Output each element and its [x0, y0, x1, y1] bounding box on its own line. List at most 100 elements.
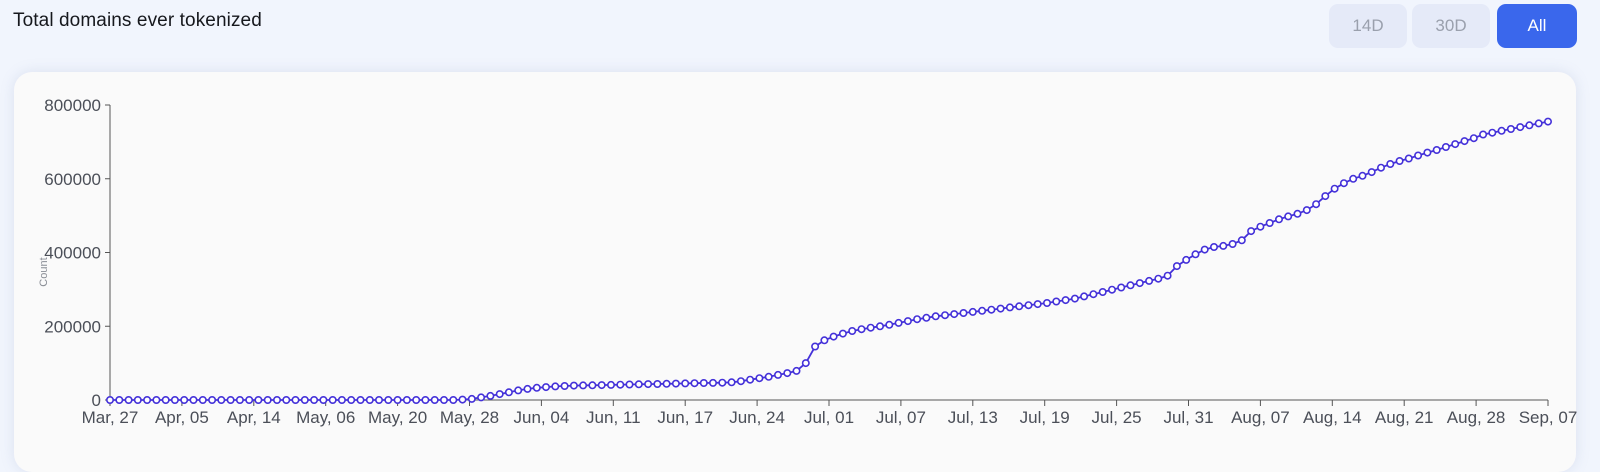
data-point [217, 395, 226, 404]
data-point [458, 395, 467, 404]
x-tick-label: May, 28 [440, 408, 499, 427]
data-point [449, 395, 458, 404]
data-point [811, 342, 820, 351]
x-tick-label: Jul, 25 [1092, 408, 1142, 427]
data-point [1293, 209, 1302, 218]
data-point [1256, 222, 1265, 231]
data-point [1191, 250, 1200, 259]
data-point [1451, 140, 1460, 149]
data-point [903, 317, 912, 326]
data-point [1339, 179, 1348, 188]
data-point [894, 318, 903, 327]
data-point [681, 379, 690, 388]
data-point [1117, 283, 1126, 292]
y-tick-label: 800000 [44, 96, 101, 115]
data-point [1200, 245, 1209, 254]
x-tick-label: May, 06 [296, 408, 355, 427]
data-point [560, 381, 569, 390]
data-point [625, 380, 634, 389]
data-point [1089, 290, 1098, 299]
data-point [356, 395, 365, 404]
data-point [291, 395, 300, 404]
data-point [746, 375, 755, 384]
data-point [421, 395, 430, 404]
data-point [1367, 168, 1376, 177]
data-point [1488, 128, 1497, 137]
data-point [486, 391, 495, 400]
data-point [1330, 184, 1339, 193]
data-point [801, 359, 810, 368]
data-point [1033, 300, 1042, 309]
data-point [671, 379, 680, 388]
data-point [226, 395, 235, 404]
data-point [1228, 240, 1237, 249]
data-point [885, 320, 894, 329]
data-point [996, 304, 1005, 313]
data-point [736, 377, 745, 386]
data-point [1321, 192, 1330, 201]
x-tick-label: Mar, 27 [82, 408, 139, 427]
x-tick-label: Jul, 31 [1163, 408, 1213, 427]
data-point [1479, 130, 1488, 139]
x-tick-label: Aug, 28 [1447, 408, 1506, 427]
data-point [653, 379, 662, 388]
data-point [384, 395, 393, 404]
y-axis-label: Count [38, 257, 50, 286]
data-point [1043, 298, 1052, 307]
data-point [337, 395, 346, 404]
data-point [235, 395, 244, 404]
data-point [1219, 241, 1228, 250]
y-tick-label: 0 [92, 391, 101, 410]
data-point [1005, 303, 1014, 312]
x-tick-label: Aug, 21 [1375, 408, 1434, 427]
data-point [569, 381, 578, 390]
data-point [1284, 212, 1293, 221]
data-point [1163, 271, 1172, 280]
data-point [495, 390, 504, 399]
data-point [504, 388, 513, 397]
x-tick-label: Sep, 07 [1519, 408, 1578, 427]
data-point [245, 395, 254, 404]
data-point [1070, 294, 1079, 303]
data-point [551, 382, 560, 391]
x-axis: Mar, 27 Apr, 05 Apr, 14 May, 06 May, 20 May, … [82, 399, 1578, 427]
chart-card [14, 72, 1576, 472]
data-point [1108, 285, 1117, 294]
data-point [1423, 148, 1432, 157]
data-point [922, 313, 931, 322]
data-point [1358, 171, 1367, 180]
data-point [1404, 154, 1413, 163]
range-14d-button[interactable]: 14D [1329, 4, 1407, 48]
data-point [913, 315, 922, 324]
data-point [690, 379, 699, 388]
x-tick-label: Jul, 13 [948, 408, 998, 427]
data-point [1182, 255, 1191, 264]
data-point [1275, 215, 1284, 224]
data-point [1349, 174, 1358, 183]
data-point [1460, 137, 1469, 146]
data-point [1098, 287, 1107, 296]
data-point [718, 378, 727, 387]
data-point [115, 395, 124, 404]
y-tick-label: 600000 [44, 170, 101, 189]
x-tick-label: Jul, 07 [876, 408, 926, 427]
data-point [1237, 236, 1246, 245]
data-point [133, 395, 142, 404]
data-point [1015, 302, 1024, 311]
data-point [1386, 160, 1395, 169]
data-point [1525, 121, 1534, 130]
data-point [1024, 301, 1033, 310]
data-point [439, 395, 448, 404]
data-point [180, 395, 189, 404]
data-point [950, 310, 959, 319]
data-point [477, 393, 486, 402]
data-point [773, 370, 782, 379]
range-30d-button[interactable]: 30D [1412, 4, 1490, 48]
data-point [588, 381, 597, 390]
data-point [393, 395, 402, 404]
data-point [1265, 219, 1274, 228]
data-point [783, 369, 792, 378]
y-tick-label: 400000 [44, 244, 101, 263]
data-point [662, 379, 671, 388]
range-all-button[interactable]: All [1497, 4, 1577, 48]
